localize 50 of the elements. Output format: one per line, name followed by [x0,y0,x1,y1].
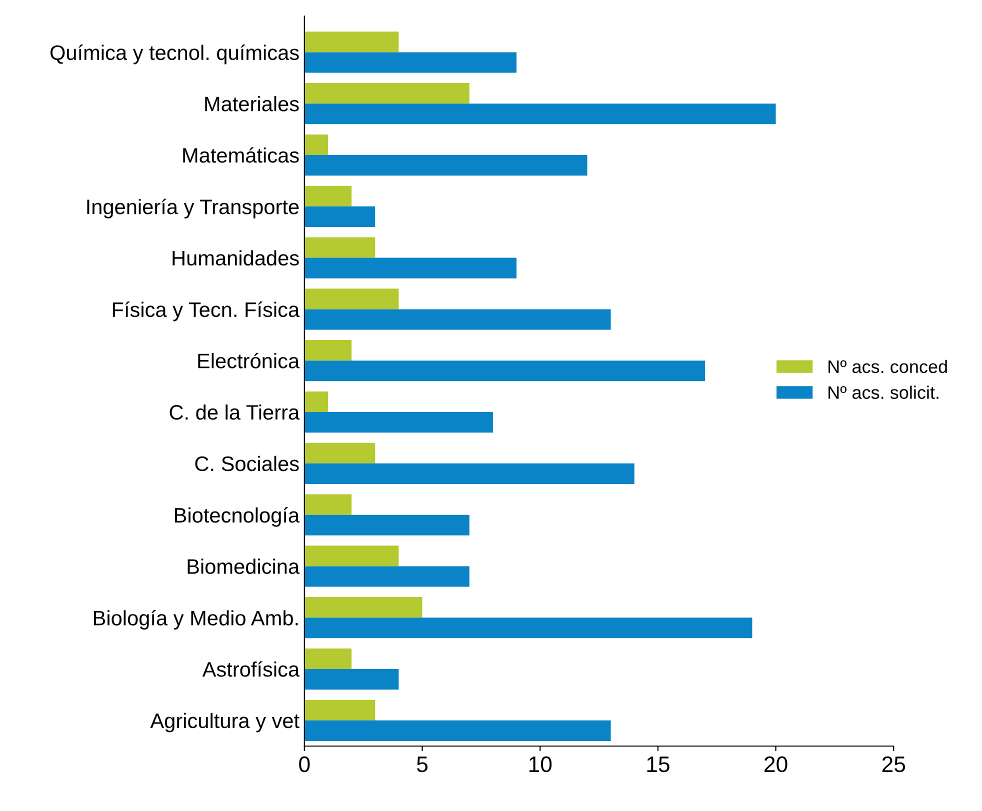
bar [304,566,470,587]
bar [304,597,422,618]
x-tick-label: 0 [299,756,310,772]
bar [304,258,517,278]
x-tick-label: 20 [764,756,788,772]
y-tick-label: Ingeniería y Transporte [87,198,299,218]
bar [304,514,470,536]
x-tick-label: 25 [882,756,906,772]
y-tick-label: Materiales [205,96,299,112]
y-tick-label: Biología y Medio Amb. [94,610,298,630]
bar [304,669,399,690]
bar [304,412,493,433]
bar [304,237,376,258]
bar [304,206,376,227]
y-tick-label: Agricultura y vet [150,712,300,732]
bar [304,340,352,361]
bar [304,288,399,310]
y-tick-label: Física y Tecn. Física [112,302,300,322]
y-tick-label: C. de la Tierra [170,404,300,420]
legend-label: Nº acs. solicit. [828,386,938,399]
bar [304,618,752,638]
bar [304,309,611,330]
bar [304,720,611,741]
bar [304,700,376,720]
y-tick-label: Biotecnología [175,507,300,527]
bar [304,463,634,484]
y-tick-label: C. Sociales [195,456,299,472]
bar [304,104,776,124]
x-tick-label: 15 [647,756,670,772]
x-tick-label: 5 [416,756,428,772]
y-tick-label: Biomedicina [188,558,300,574]
bar [304,648,352,670]
y-tick-label: Matemáticas [183,147,299,163]
bar [304,83,470,104]
bar [304,494,352,515]
bar [304,360,706,382]
y-tick-label: Química y tecnol. químicas [50,44,299,64]
bar [304,52,517,73]
bar [304,32,399,52]
bar [304,391,328,412]
x-tick-label: 10 [529,756,552,772]
bar [304,155,588,176]
bar [304,546,399,566]
bar [304,134,328,156]
y-tick-label: Astrofísica [202,661,300,677]
legend-label: Nº acs. conced [828,360,947,374]
bar [304,186,352,206]
y-tick-label: Humanidades [172,250,299,266]
bar [304,442,376,464]
y-tick-label: Electrónica [198,352,300,368]
